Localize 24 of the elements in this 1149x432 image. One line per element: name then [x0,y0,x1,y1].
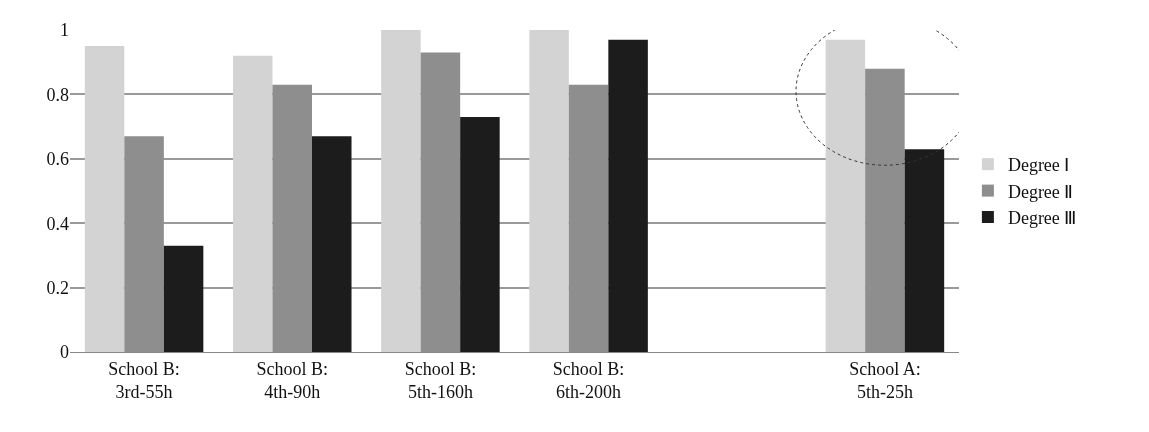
y-tick-label: 0.8 [46,84,69,105]
bar [608,39,648,352]
x-tick-label: School B: 3rd-55h [108,358,180,402]
bar [312,136,352,352]
x-tick-label: School A: 5th-25h [849,358,921,402]
bar [232,55,273,352]
legend-label: Degree Ⅲ [1007,208,1077,229]
bar [825,39,866,352]
y-tick-label: 1 [60,20,69,41]
legend-label: Degree Ⅱ [1007,181,1074,202]
y-tick-label: 0.4 [46,213,69,234]
bar [381,30,421,352]
x-tick-label: School B: 5th-160h [404,358,477,402]
bar [529,30,569,352]
y-tick-label: 0 [60,342,69,363]
legend-label: Degree Ⅰ [1007,155,1070,176]
y-tick-label: 0.2 [46,277,69,298]
bar [460,116,500,352]
bar [163,245,204,352]
bar [84,46,125,352]
x-tick-label: School B: 4th-90h [256,358,329,402]
x-tick-label: School B: 6th-200h [552,358,625,402]
y-tick-label: 0.6 [46,149,69,170]
bar [904,149,945,352]
